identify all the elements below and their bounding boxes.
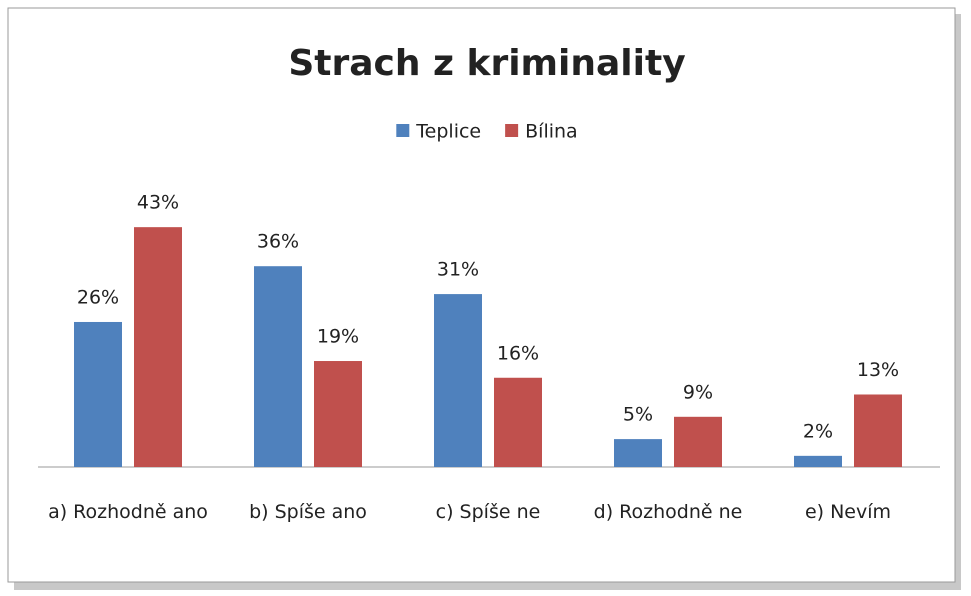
bar [254,266,302,467]
data-label: 36% [257,231,299,253]
x-tick-label-box: b) Spíše ano [249,501,367,523]
chart-title: Strach z kriminality [288,43,685,84]
data-label: 26% [77,286,119,308]
x-tick-label: a) Rozhodně ano [48,501,208,523]
data-label: 9% [683,381,713,403]
data-label: 13% [857,359,899,381]
legend-swatch [396,124,410,137]
bar [434,294,482,467]
legend-label: Teplice [415,121,481,143]
data-label: 43% [137,192,179,214]
bar [74,321,122,467]
data-label: 5% [623,404,653,426]
legend-swatch [505,124,519,137]
x-tick-label: d) Rozhodně ne [593,501,743,523]
bar [614,439,662,467]
x-tick-label: b) Spíše ano [249,501,367,523]
x-tick-label-box: d) Rozhodně ne [593,501,743,523]
bar [794,455,842,467]
data-label: 16% [497,342,539,364]
x-tick-label: c) Spíše ne [435,501,541,523]
x-tick-label: e) Nevím [804,501,892,523]
legend-label: Bílina [525,121,578,143]
x-tick-label-box: c) Spíše ne [435,501,541,523]
bar [674,416,722,467]
bar [494,377,542,467]
data-label: 31% [437,259,479,281]
x-tick-label-box: a) Rozhodně ano [48,501,208,523]
bar [134,227,182,467]
x-tick-label-box: e) Nevím [804,501,892,523]
bar [854,394,902,467]
bar [314,361,362,467]
legend: Teplice Bílina [396,121,578,143]
data-label: 19% [317,326,359,348]
data-label: 2% [803,420,833,442]
